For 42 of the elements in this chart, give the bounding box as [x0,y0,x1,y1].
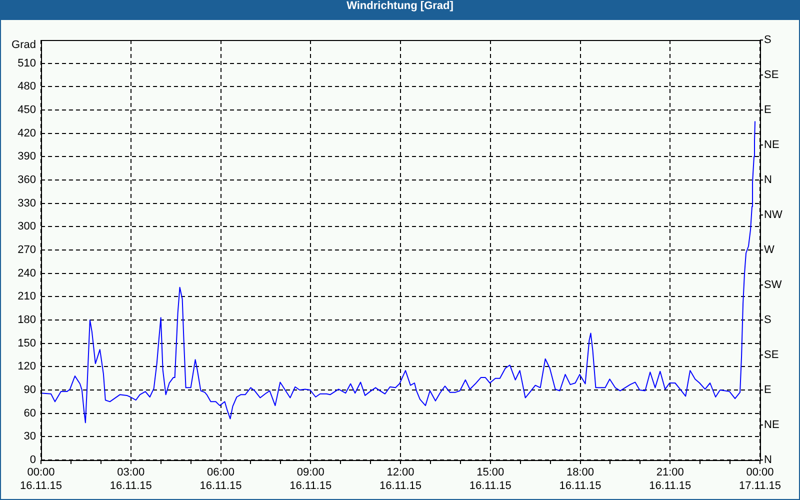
y-tick-label: 30 [24,430,36,443]
category-label: E [764,384,772,396]
category-label: N [764,454,772,466]
y-tick-label: 210 [18,290,36,303]
y-tick-label: 60 [24,407,36,420]
category-label: E [764,104,772,116]
x-tick-label: 12:00 16.11.15 [379,466,422,492]
x-tick-label: 00:00 16.11.15 [20,466,62,492]
chart-title: Windrichtung [Grad] [346,0,454,14]
y-tick-label: 300 [18,220,36,233]
y-tick-label: 120 [18,360,36,373]
y-tick-label: 480 [18,80,36,93]
category-label: NE [764,419,780,432]
y-tick-label: 510 [18,57,36,70]
category-label: S [764,34,772,46]
x-tick-label: 09:00 16.11.15 [290,466,332,492]
y-tick-label: 420 [18,127,36,140]
x-tick-label: 18:00 16.11.15 [559,466,602,492]
category-label: SE [764,349,779,362]
y-tick-label: 330 [18,197,36,210]
y-tick-label: 240 [18,267,36,280]
category-label: NE [764,139,780,152]
category-label: S [764,314,772,326]
category-label: NW [764,209,782,222]
category-label: SW [764,279,782,292]
y-tick-label: 360 [18,174,36,186]
category-label: SE [764,69,779,82]
y-tick-label: 90 [24,384,36,396]
category-label: W [764,244,774,256]
y-tick-label: 180 [18,314,36,326]
y-tick-label: 150 [18,337,36,350]
x-tick-label: 21:00 16.11.15 [649,466,692,492]
category-label: N [764,174,772,186]
x-tick-label: 03:00 16.11.15 [110,466,152,492]
y-tick-label: 0 [30,454,36,466]
y-tick-label: 270 [18,244,36,256]
x-tick-label: 15:00 16.11.15 [469,466,512,492]
y-tick-label: 390 [18,150,36,163]
x-tick-label: 00:00 17.11.15 [738,466,782,492]
y-tick-label: 450 [18,104,36,116]
y-axis-title: Grad [12,39,36,52]
x-tick-label: 06:00 16.11.15 [200,466,242,492]
